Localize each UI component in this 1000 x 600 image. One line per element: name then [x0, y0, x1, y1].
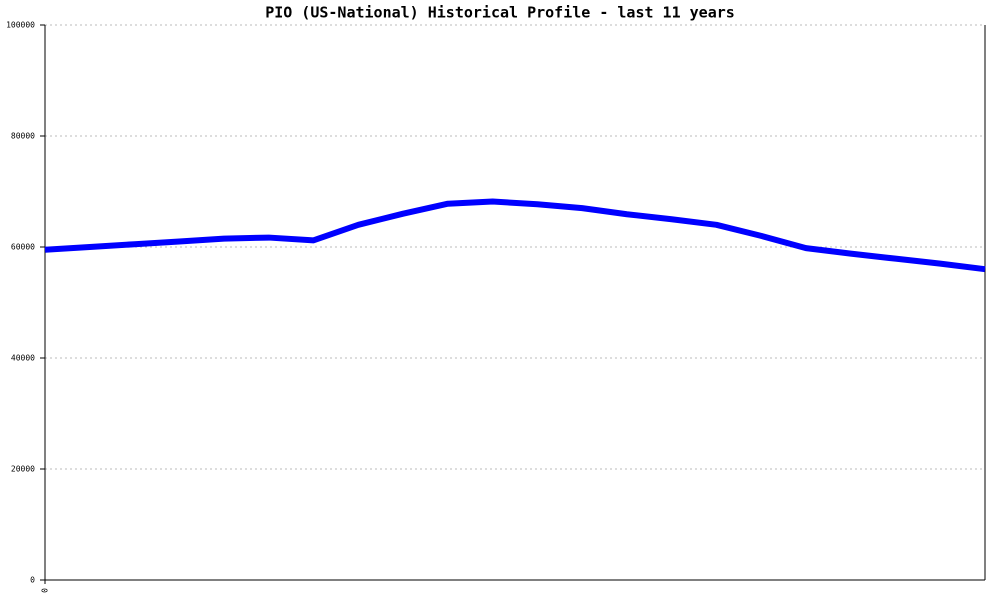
y-tick-label: 0: [30, 576, 35, 585]
y-tick-label: 80000: [11, 132, 35, 141]
x-tick-label: 0: [41, 588, 50, 593]
chart-title: PIO (US-National) Historical Profile - l…: [265, 4, 735, 22]
y-tick-label: 100000: [6, 21, 35, 30]
line: [44, 198, 986, 273]
y-tick-label: 40000: [11, 354, 35, 363]
y-tick-label: 60000: [11, 243, 35, 252]
y-tick-label: 20000: [11, 465, 35, 474]
